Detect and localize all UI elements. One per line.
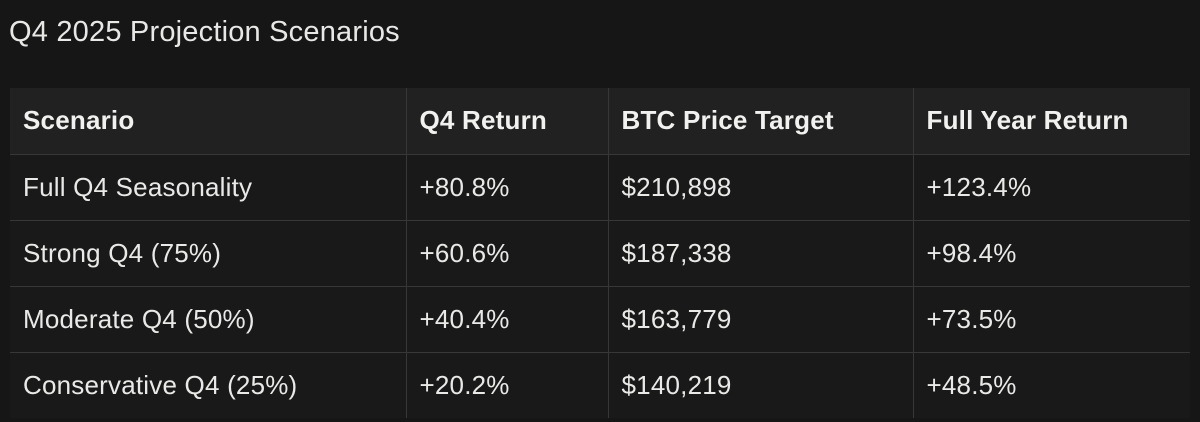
q4-return-cell: +80.8% [405, 153, 609, 221]
btc-price-target-cell: $210,898 [607, 153, 914, 221]
scenario-cell: Conservative Q4 (25%) [9, 351, 407, 419]
table-row: Conservative Q4 (25%) +20.2% $140,219 +4… [9, 351, 1191, 419]
table-row: Moderate Q4 (50%) +40.4% $163,779 +73.5% [9, 285, 1191, 353]
scenario-cell: Full Q4 Seasonality [9, 153, 407, 221]
column-header-btc-price-target: BTC Price Target [607, 87, 914, 155]
full-year-return-cell: +98.4% [912, 219, 1191, 287]
table-row: Full Q4 Seasonality +80.8% $210,898 +123… [9, 153, 1191, 221]
scenario-cell: Moderate Q4 (50%) [9, 285, 407, 353]
table-row: Strong Q4 (75%) +60.6% $187,338 +98.4% [9, 219, 1191, 287]
scenario-cell: Strong Q4 (75%) [9, 219, 407, 287]
column-header-scenario: Scenario [9, 87, 407, 155]
btc-price-target-cell: $187,338 [607, 219, 914, 287]
q4-return-cell: +20.2% [405, 351, 609, 419]
full-year-return-cell: +48.5% [912, 351, 1191, 419]
full-year-return-cell: +73.5% [912, 285, 1191, 353]
table-header-row: Scenario Q4 Return BTC Price Target Full… [9, 87, 1191, 155]
q4-return-cell: +40.4% [405, 285, 609, 353]
btc-price-target-cell: $140,219 [607, 351, 914, 419]
column-header-q4-return: Q4 Return [405, 87, 609, 155]
q4-return-cell: +60.6% [405, 219, 609, 287]
column-header-full-year-return: Full Year Return [912, 87, 1191, 155]
btc-price-target-cell: $163,779 [607, 285, 914, 353]
projection-table-container: Scenario Q4 Return BTC Price Target Full… [9, 87, 1191, 419]
full-year-return-cell: +123.4% [912, 153, 1191, 221]
page-title: Q4 2025 Projection Scenarios [9, 16, 400, 48]
projection-table: Scenario Q4 Return BTC Price Target Full… [9, 87, 1191, 419]
